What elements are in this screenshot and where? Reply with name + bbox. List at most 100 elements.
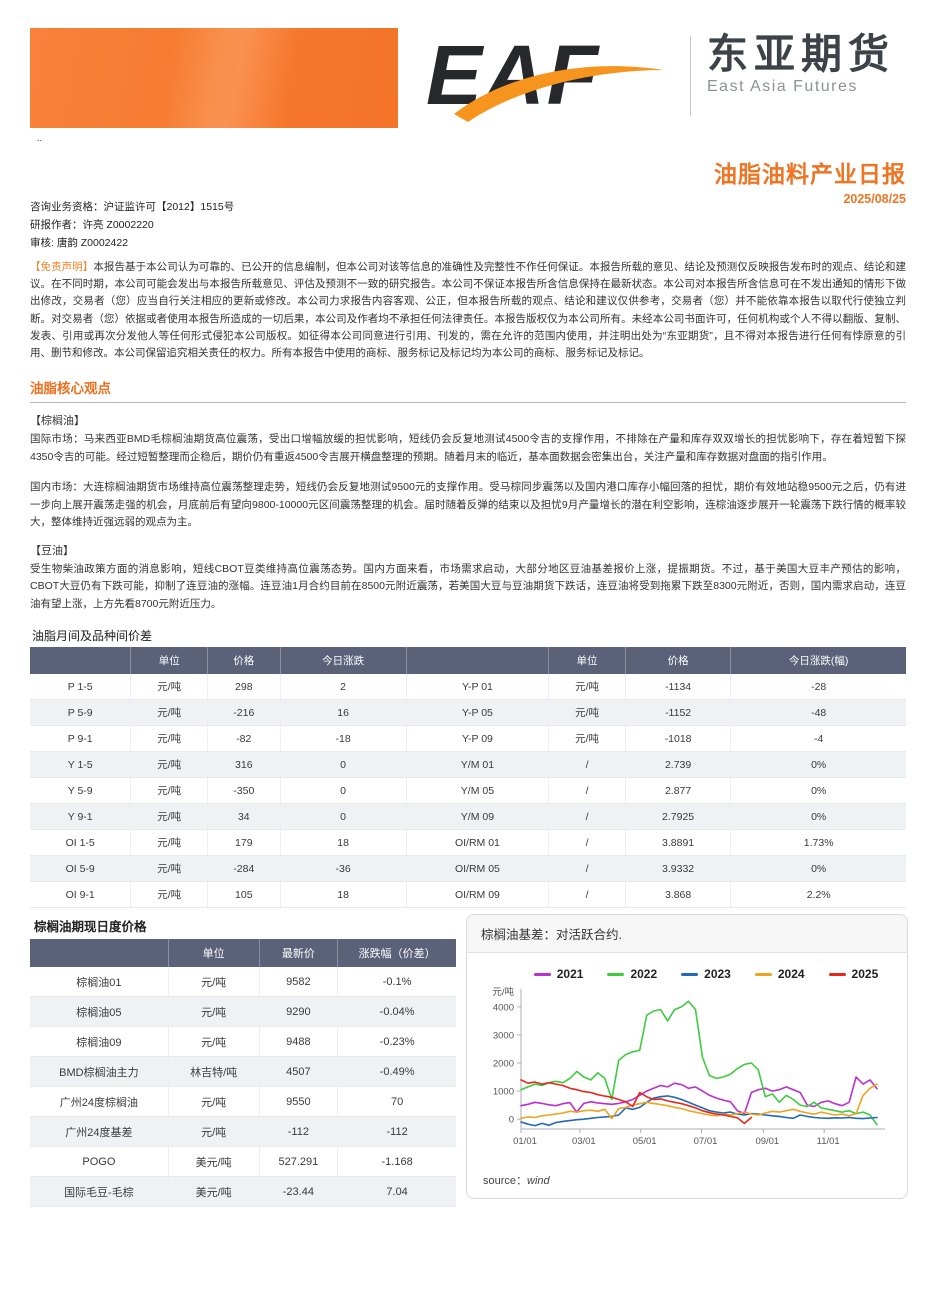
table-row: OI 9-1 元/吨 105 18 OI/RM 09/3.868 2.2% bbox=[30, 881, 906, 909]
svg-text:2000: 2000 bbox=[493, 1059, 514, 1070]
banner-footnote-dots: .. bbox=[37, 133, 43, 143]
series-line-2023 bbox=[520, 1095, 878, 1127]
table-cell: 16 bbox=[280, 699, 407, 727]
table-row: 棕榈油01 元/吨 9582 -0.1% bbox=[30, 967, 456, 998]
legend-dash-icon bbox=[607, 972, 625, 976]
legend-label: 2025 bbox=[851, 967, 879, 982]
price-table: 单位 最新价 涨跌幅（价差） 棕榈油01 元/吨 9582 -0.1% 棕榈油05 元/吨 929… bbox=[30, 939, 456, 1208]
table-cell: OI/RM 09 bbox=[406, 881, 550, 909]
table-cell: 0 bbox=[280, 803, 407, 831]
table-cell: Y 5-9 bbox=[30, 777, 132, 805]
bottom-section: 棕榈油期现日度价格 单位 最新价 涨跌幅（价差） 棕榈油01 元/吨 9582 -0.1% 棕… bbox=[30, 914, 908, 1208]
table-cell: -18 bbox=[280, 725, 407, 753]
table-cell: 0% bbox=[730, 855, 906, 883]
table-cell: 18 bbox=[280, 829, 407, 857]
table-row: POGO 美元/吨 527.291 -1.168 bbox=[30, 1146, 456, 1178]
section-title-core-view: 油脂核心观点 bbox=[30, 377, 906, 404]
legend-item: 2023 bbox=[681, 967, 731, 981]
table-header-cell: 最新价 bbox=[259, 939, 339, 968]
svg-text:3000: 3000 bbox=[493, 1031, 514, 1042]
table-cell: OI 1-5 bbox=[30, 829, 132, 857]
table-row: OI 1-5 元/吨 179 18 OI/RM 01/3.8891 1.73% bbox=[30, 829, 906, 857]
table-cell: 9488 bbox=[259, 1026, 339, 1058]
table-cell: 2.7925 bbox=[625, 803, 732, 831]
chart-source-value: wind bbox=[527, 1175, 550, 1188]
svg-text:0: 0 bbox=[509, 1115, 514, 1126]
table-cell: 2.739 bbox=[625, 751, 732, 779]
table-cell: / bbox=[548, 777, 626, 805]
table-row: BMD棕榈油主力 林吉特/吨 4507 -0.49% bbox=[30, 1056, 456, 1088]
svg-text:11/01: 11/01 bbox=[817, 1136, 840, 1147]
table-cell: 0 bbox=[280, 751, 407, 779]
table-header-cell: 单位 bbox=[168, 939, 260, 968]
table-cell: 元/吨 bbox=[130, 674, 209, 701]
table-row: 国际毛豆-毛棕 美元/吨 -23.44 7.04 bbox=[30, 1176, 456, 1208]
table-cell: -48 bbox=[730, 699, 906, 727]
brand-text: 东亚期货 East Asia Futures bbox=[707, 28, 895, 96]
table-cell: 元/吨 bbox=[130, 855, 209, 883]
logo-swoosh-icon bbox=[454, 66, 664, 122]
table-row: Y 1-5 元/吨 316 0 Y/M 01/2.739 0% bbox=[30, 751, 906, 779]
table-cell: Y/M 01 bbox=[406, 751, 550, 779]
table-cell: -28 bbox=[730, 674, 906, 701]
chart-source: source：wind bbox=[467, 1168, 907, 1198]
svg-text:03/01: 03/01 bbox=[572, 1136, 596, 1147]
table-cell: -112 bbox=[259, 1116, 339, 1148]
palm-oil-tag: 【棕榈油】 bbox=[30, 415, 85, 428]
table-cell: 2.877 bbox=[625, 777, 732, 805]
table-cell: 179 bbox=[207, 829, 281, 857]
table-row: Y 9-1 元/吨 34 0 Y/M 09/2.7925 0% bbox=[30, 803, 906, 831]
table-cell: 18 bbox=[280, 881, 407, 909]
basis-chart-svg: 0 1000 2000 3000 4000 元/吨 01/01 03/01 05/01 07/01… bbox=[492, 986, 885, 1147]
chart-plot-area: 0 1000 2000 3000 4000 元/吨 01/01 03/01 05/01 07/01… bbox=[475, 981, 899, 1168]
table-cell: 4507 bbox=[259, 1056, 339, 1088]
table-cell: 0% bbox=[730, 777, 906, 805]
table-row: OI 5-9 元/吨 -284 -36 OI/RM 05/3.9332 0% bbox=[30, 855, 906, 883]
table-row: Y 5-9 元/吨 -350 0 Y/M 05/2.877 0% bbox=[30, 777, 906, 805]
table-header-row: 单位 最新价 涨跌幅（价差） bbox=[30, 939, 456, 968]
table-header-row: 单位 价格 今日涨跌 单位 价格 今日涨跌(幅) bbox=[30, 647, 906, 675]
table-cell: 国际毛豆-毛棕 bbox=[30, 1176, 169, 1208]
palm-intl-paragraph: 国际市场：马来西亚BMD毛棕榈油期货高位震荡，受出口增幅放缓的担忧影响，短线仍会… bbox=[30, 433, 906, 463]
svg-text:07/01: 07/01 bbox=[694, 1136, 718, 1147]
table-cell: Y/M 05 bbox=[406, 777, 550, 805]
legend-dash-icon bbox=[681, 972, 699, 976]
svg-text:05/01: 05/01 bbox=[633, 1136, 657, 1147]
table-cell: 3.8891 bbox=[625, 829, 732, 857]
report-title-block: 油脂油料产业日报 2025/08/25 bbox=[714, 155, 906, 206]
table-header-cell: 价格 bbox=[207, 647, 281, 675]
table-cell: 9550 bbox=[259, 1086, 339, 1118]
table-cell: 9290 bbox=[259, 996, 339, 1028]
table-cell: 105 bbox=[207, 881, 281, 909]
table-cell: 3.868 bbox=[625, 881, 732, 909]
legend-item: 2022 bbox=[607, 967, 657, 981]
table-cell: Y-P 01 bbox=[406, 674, 550, 701]
table-row: 棕榈油09 元/吨 9488 -0.23% bbox=[30, 1026, 456, 1058]
table-cell: -4 bbox=[730, 725, 906, 753]
svg-text:元/吨: 元/吨 bbox=[492, 986, 514, 998]
table-cell: 9582 bbox=[259, 967, 339, 998]
table-cell: 棕榈油01 bbox=[30, 967, 169, 998]
table-cell: 元/吨 bbox=[548, 699, 626, 727]
table-cell: 元/吨 bbox=[168, 967, 260, 998]
table-cell: 元/吨 bbox=[130, 829, 209, 857]
table-cell: OI/RM 05 bbox=[406, 855, 550, 883]
table-cell: 527.291 bbox=[259, 1146, 339, 1178]
spread-table-title: 油脂月间及品种间价差 bbox=[32, 629, 153, 644]
table-cell: 美元/吨 bbox=[168, 1176, 260, 1208]
brand-orange-block bbox=[30, 28, 398, 128]
series-line-2025 bbox=[520, 1079, 753, 1125]
table-row: 广州24度棕榈油 元/吨 9550 70 bbox=[30, 1086, 456, 1118]
chart-legend: 2021 2022 2023 2024 2025 bbox=[513, 967, 899, 981]
table-cell: 3.9332 bbox=[625, 855, 732, 883]
chart-source-label: source： bbox=[483, 1175, 528, 1188]
table-cell: -23.44 bbox=[259, 1176, 339, 1208]
table-cell: -0.23% bbox=[337, 1026, 456, 1058]
table-cell: 元/吨 bbox=[130, 751, 209, 779]
svg-text:01/01: 01/01 bbox=[513, 1136, 537, 1147]
meta-reviewer: 审核: 唐韵 Z0002422 bbox=[30, 236, 129, 249]
legend-item: 2021 bbox=[533, 967, 583, 981]
meta-qualification: 咨询业务资格：沪证监许可【2012】1515号 bbox=[30, 201, 235, 213]
table-cell: 70 bbox=[337, 1086, 456, 1118]
table-cell: 298 bbox=[207, 674, 281, 701]
